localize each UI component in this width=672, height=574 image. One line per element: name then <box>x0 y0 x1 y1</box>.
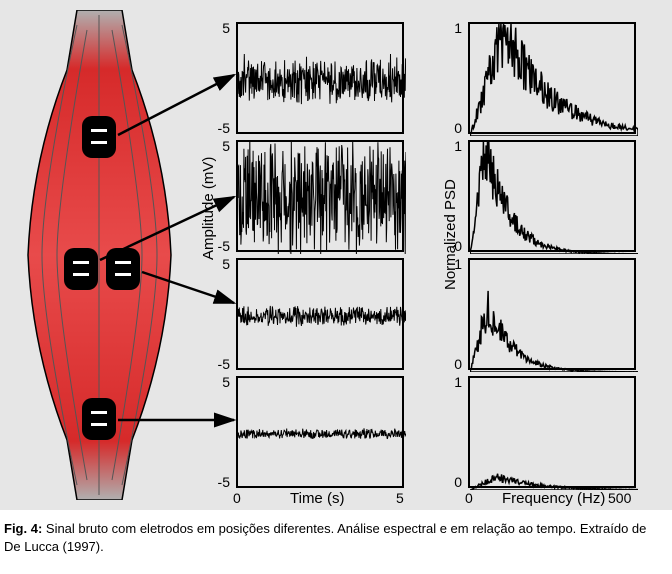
time-xlabel: Time (s) <box>290 490 344 507</box>
psd-ytick-bot-1: 0 <box>432 120 462 136</box>
psd-ytick-top-3: 1 <box>432 256 462 272</box>
psd-ytick-top-4: 1 <box>432 374 462 390</box>
time-ytick-top-3: 5 <box>200 256 230 272</box>
time-ytick-bot-2: -5 <box>200 238 230 254</box>
time-ytick-bot-4: -5 <box>200 474 230 490</box>
caption-label: Fig. 4: <box>4 521 42 536</box>
psd-panel-4 <box>468 376 636 488</box>
psd-panel-3 <box>468 258 636 370</box>
psd-ytick-bot-4: 0 <box>432 474 462 490</box>
psd-xtick-1: 500 <box>608 490 631 506</box>
time-panel-2 <box>236 140 404 252</box>
psd-panel-1 <box>468 22 636 134</box>
psd-ylabel: Normalized PSD <box>442 179 459 290</box>
time-xtick-0: 0 <box>233 490 241 506</box>
time-ytick-top-2: 5 <box>200 138 230 154</box>
figure-caption: Fig. 4: Sinal bruto com eletrodos em pos… <box>4 520 664 555</box>
psd-xtick-0: 0 <box>465 490 473 506</box>
psd-xlabel: Frequency (Hz) <box>502 490 605 507</box>
time-ytick-bot-1: -5 <box>200 120 230 136</box>
psd-ytick-top-2: 1 <box>432 138 462 154</box>
figure-background: Amplitude (mV) Normalized PSD Time (s) F… <box>0 0 672 510</box>
time-ytick-bot-3: -5 <box>200 356 230 372</box>
time-panel-3 <box>236 258 404 370</box>
psd-panel-2 <box>468 140 636 252</box>
time-ytick-top-4: 5 <box>200 374 230 390</box>
psd-ytick-bot-2: 0 <box>432 238 462 254</box>
time-panel-1 <box>236 22 404 134</box>
caption-text: Sinal bruto com eletrodos em posições di… <box>4 521 646 554</box>
time-ytick-top-1: 5 <box>200 20 230 36</box>
time-panel-4 <box>236 376 404 488</box>
psd-ytick-bot-3: 0 <box>432 356 462 372</box>
psd-ytick-top-1: 1 <box>432 20 462 36</box>
time-xtick-1: 5 <box>396 490 404 506</box>
